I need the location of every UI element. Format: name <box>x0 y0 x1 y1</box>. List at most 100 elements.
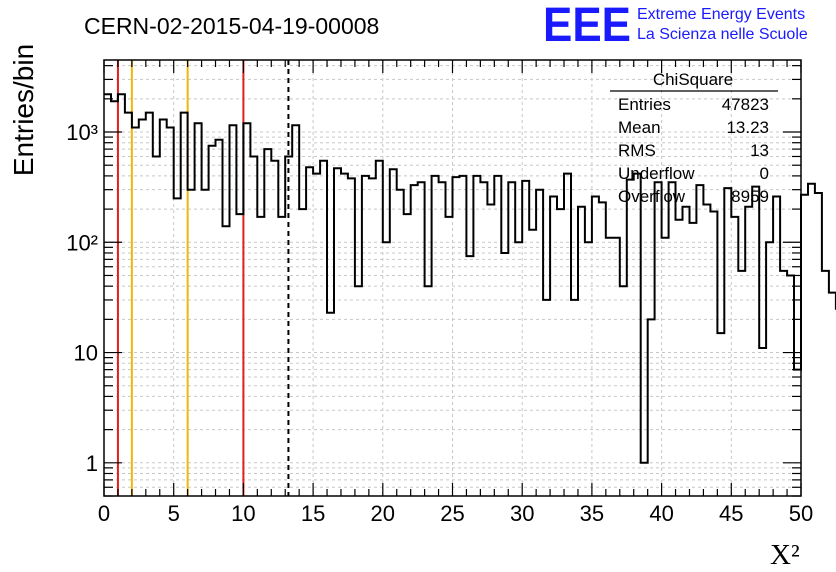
histogram-bin <box>773 197 780 497</box>
histogram-bin <box>501 253 508 496</box>
histogram-bin <box>453 177 460 496</box>
x-tick-labels: 0 5 10 15 20 25 30 35 40 45 50 <box>98 501 813 526</box>
histogram-bin <box>216 140 223 496</box>
histogram-bin <box>487 205 494 497</box>
histogram-bin <box>494 176 501 496</box>
x-tick-label: 50 <box>789 501 813 526</box>
histogram-bin <box>278 217 285 496</box>
y-tick-labels: 1 10 10² 10³ <box>66 120 98 476</box>
histogram-bin <box>167 128 174 497</box>
histogram-bin <box>460 176 467 496</box>
stats-label-rms: RMS <box>618 141 656 160</box>
histogram-bin <box>815 193 822 496</box>
stats-title: ChiSquare <box>653 70 733 89</box>
histogram-bin <box>223 226 230 496</box>
histogram-bin <box>766 242 773 496</box>
histogram-bin <box>473 176 480 496</box>
histogram-bin <box>432 176 439 496</box>
x-tick-label: 0 <box>98 501 110 526</box>
histogram-bin <box>585 242 592 496</box>
x-tick-label: 35 <box>580 501 604 526</box>
histogram-bin <box>676 220 683 496</box>
histogram-bin <box>230 125 237 496</box>
histogram-bin <box>613 238 620 496</box>
histogram-bin <box>202 190 209 496</box>
histogram-bin <box>543 300 550 496</box>
histogram-bin <box>829 293 836 496</box>
histogram-bin <box>710 212 717 497</box>
x-tick-label: 10 <box>231 501 255 526</box>
histogram-bin <box>376 161 383 496</box>
histogram-bin <box>125 113 132 496</box>
histogram-bin <box>571 300 578 496</box>
histogram-bin <box>139 120 146 497</box>
x-tick-label: 5 <box>168 501 180 526</box>
stats-value-mean: 13.23 <box>726 118 769 137</box>
histogram-bin <box>550 197 557 497</box>
histogram-bin <box>439 182 446 496</box>
histogram-bin <box>808 184 815 496</box>
x-axis-label: X² <box>770 539 800 571</box>
histogram-bin <box>236 214 243 496</box>
stats-value-underflow: 0 <box>760 164 769 183</box>
histogram-bin <box>153 157 160 497</box>
histogram-bin <box>759 348 766 496</box>
histogram-bin <box>250 157 257 497</box>
histogram-bin <box>599 202 606 496</box>
histogram-bin <box>299 209 306 496</box>
histogram-bin <box>696 185 703 496</box>
histogram-bin <box>738 271 745 496</box>
histogram-bin <box>690 223 697 496</box>
histogram-bin <box>362 176 369 496</box>
histogram-bin <box>425 286 432 496</box>
histogram-bin <box>390 169 397 496</box>
histogram-bin <box>369 178 376 496</box>
x-tick-label: 40 <box>649 501 673 526</box>
x-tick-label: 30 <box>510 501 534 526</box>
histogram-bin <box>348 178 355 496</box>
histogram-bin <box>683 207 690 496</box>
histogram-bin <box>801 195 808 496</box>
x-tick-label: 20 <box>371 501 395 526</box>
x-tick-label: 15 <box>301 501 325 526</box>
y-axis-label: Entries/bin <box>8 44 39 176</box>
stats-value-rms: 13 <box>750 141 769 160</box>
histogram-bin <box>752 187 759 496</box>
histogram-bin <box>515 242 522 496</box>
histogram-bin <box>522 181 529 496</box>
histogram-bin <box>529 230 536 496</box>
histogram-bin <box>174 198 181 496</box>
histogram-bin <box>146 113 153 496</box>
histogram-bin <box>264 149 271 496</box>
logo-line-2: La Scienza nelle Scuole <box>637 26 808 43</box>
histogram-bin <box>320 161 327 496</box>
histogram-bin <box>257 217 264 496</box>
histogram-bin <box>641 463 648 496</box>
histogram-bin <box>592 197 599 497</box>
histogram-bin <box>404 214 411 496</box>
stats-label-overflow: Overflow <box>618 187 686 206</box>
stats-box: ChiSquare Entries 47823 Mean 13.23 RMS 1… <box>610 70 778 206</box>
histogram-bin <box>655 182 662 496</box>
histogram-bin <box>627 180 634 496</box>
y-tick-label: 10³ <box>66 120 98 145</box>
stats-label-mean: Mean <box>618 118 661 137</box>
histogram-bin <box>446 217 453 496</box>
eee-logo: EEE <box>543 0 631 52</box>
grid-lines <box>104 60 801 496</box>
stats-value-overflow: 8959 <box>731 187 769 206</box>
histogram-bin <box>724 188 731 496</box>
stats-label-underflow: Underflow <box>618 164 695 183</box>
histogram-bin <box>731 217 738 496</box>
histogram-bin <box>181 113 188 496</box>
histogram-bin <box>508 182 515 496</box>
histogram-bin <box>794 370 801 496</box>
y-tick-label: 10² <box>66 230 98 255</box>
stats-value-entries: 47823 <box>722 95 769 114</box>
histogram-bin <box>669 182 676 496</box>
histogram-bin <box>564 174 571 496</box>
histogram-bin <box>411 185 418 496</box>
axis-ticks <box>103 60 802 497</box>
histogram-bin <box>648 319 655 496</box>
